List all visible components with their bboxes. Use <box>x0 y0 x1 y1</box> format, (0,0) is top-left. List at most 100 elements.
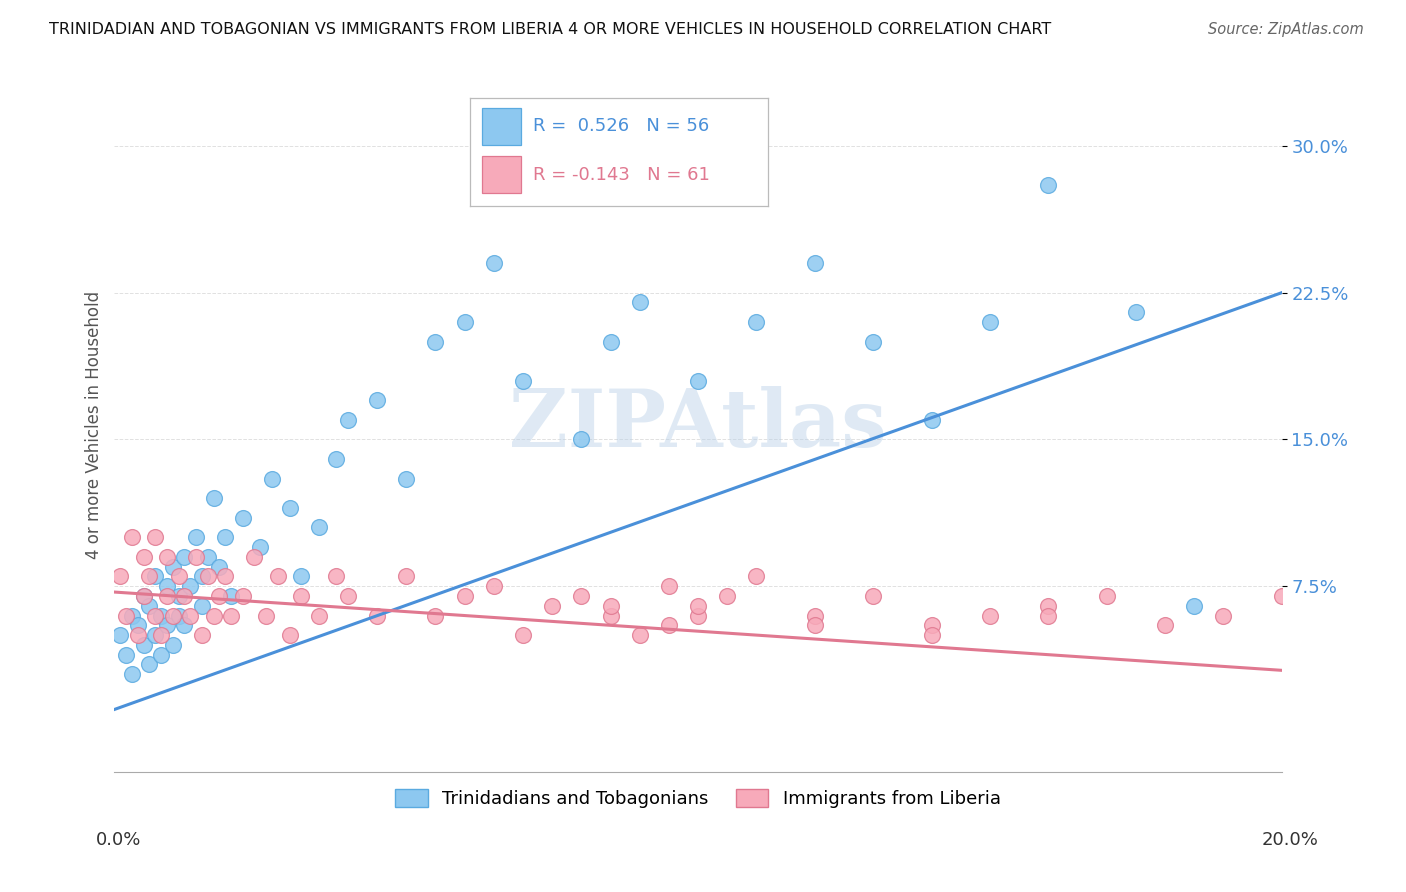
Point <box>156 589 179 603</box>
Point <box>121 530 143 544</box>
Point <box>336 413 359 427</box>
Point <box>541 599 564 613</box>
Point <box>156 618 179 632</box>
Point <box>1212 608 1234 623</box>
Point <box>979 608 1001 623</box>
Point <box>686 608 709 623</box>
Point <box>138 599 160 613</box>
Point <box>219 608 242 623</box>
Point <box>482 579 505 593</box>
Point <box>569 433 592 447</box>
Point <box>686 599 709 613</box>
Point <box>127 618 149 632</box>
Point <box>366 393 388 408</box>
Point <box>599 608 621 623</box>
Point <box>173 618 195 632</box>
Point <box>1182 599 1205 613</box>
Point <box>453 315 475 329</box>
Point <box>254 608 277 623</box>
Point <box>512 628 534 642</box>
Point <box>979 315 1001 329</box>
Point <box>132 638 155 652</box>
Point <box>143 530 166 544</box>
Point <box>156 549 179 564</box>
Point <box>167 569 190 583</box>
Point <box>290 569 312 583</box>
Point <box>599 334 621 349</box>
Text: 20.0%: 20.0% <box>1263 831 1319 849</box>
Point <box>121 667 143 681</box>
Point <box>191 599 214 613</box>
Point <box>745 315 768 329</box>
Point <box>425 334 447 349</box>
Point <box>325 569 347 583</box>
Point <box>1038 599 1060 613</box>
Point <box>336 589 359 603</box>
Point <box>249 540 271 554</box>
Point <box>121 608 143 623</box>
Point <box>512 374 534 388</box>
Point <box>482 256 505 270</box>
Point <box>115 608 138 623</box>
Point <box>115 648 138 662</box>
Point <box>214 530 236 544</box>
Point <box>132 589 155 603</box>
Point <box>569 589 592 603</box>
Point <box>127 628 149 642</box>
Point <box>167 589 190 603</box>
Text: 0.0%: 0.0% <box>96 831 141 849</box>
Point <box>1125 305 1147 319</box>
Point <box>202 608 225 623</box>
Point <box>208 589 231 603</box>
Point <box>167 608 190 623</box>
Point <box>862 334 884 349</box>
Point <box>686 374 709 388</box>
Point <box>658 618 681 632</box>
Point <box>325 452 347 467</box>
Point <box>921 618 943 632</box>
Point <box>150 608 173 623</box>
Point <box>197 569 219 583</box>
Point <box>1038 178 1060 192</box>
Point <box>921 413 943 427</box>
Point <box>162 559 184 574</box>
Point <box>1095 589 1118 603</box>
Point <box>214 569 236 583</box>
Point <box>921 628 943 642</box>
Point <box>162 638 184 652</box>
Point <box>308 608 330 623</box>
Point <box>804 608 827 623</box>
Point <box>232 510 254 524</box>
Point <box>278 628 301 642</box>
Point <box>179 608 201 623</box>
Point <box>599 599 621 613</box>
Point <box>184 549 207 564</box>
Point <box>197 549 219 564</box>
Point <box>138 657 160 672</box>
Legend: Trinidadians and Tobagonians, Immigrants from Liberia: Trinidadians and Tobagonians, Immigrants… <box>388 781 1008 815</box>
Point <box>804 256 827 270</box>
Point <box>425 608 447 623</box>
Point <box>1038 608 1060 623</box>
Point <box>366 608 388 623</box>
Text: Source: ZipAtlas.com: Source: ZipAtlas.com <box>1208 22 1364 37</box>
Text: ZIPAtlas: ZIPAtlas <box>509 385 887 464</box>
Point <box>308 520 330 534</box>
Point <box>658 579 681 593</box>
Point <box>150 628 173 642</box>
Point <box>1271 589 1294 603</box>
Point <box>138 569 160 583</box>
Point <box>862 589 884 603</box>
Point <box>173 589 195 603</box>
Point <box>267 569 290 583</box>
Point <box>208 559 231 574</box>
Point <box>143 569 166 583</box>
Point <box>395 569 418 583</box>
Text: TRINIDADIAN AND TOBAGONIAN VS IMMIGRANTS FROM LIBERIA 4 OR MORE VEHICLES IN HOUS: TRINIDADIAN AND TOBAGONIAN VS IMMIGRANTS… <box>49 22 1052 37</box>
Point <box>202 491 225 505</box>
Point <box>243 549 266 564</box>
Y-axis label: 4 or more Vehicles in Household: 4 or more Vehicles in Household <box>86 291 103 558</box>
Point <box>110 628 132 642</box>
Point <box>716 589 738 603</box>
Point <box>453 589 475 603</box>
